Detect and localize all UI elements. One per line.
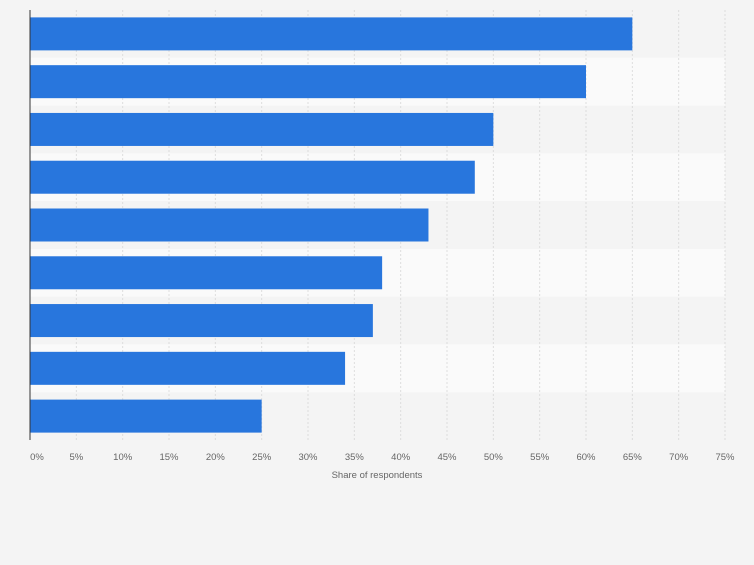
bar[interactable] [30, 304, 373, 338]
x-tick-label: 25% [252, 452, 272, 463]
x-tick-label: 15% [159, 452, 179, 463]
bar[interactable] [30, 208, 429, 242]
x-tick-label: 10% [113, 452, 133, 463]
x-tick-label: 70% [669, 452, 689, 463]
x-tick-label: 50% [484, 452, 504, 463]
x-axis-label: Share of respondents [332, 470, 423, 481]
bar[interactable] [30, 256, 383, 290]
x-tick-label: 30% [298, 452, 318, 463]
x-tick-label: 40% [391, 452, 411, 463]
x-tick-labels: 0% 5% 10% 15% 20% 25% 30% 35% 40% 45% 50% 55% 60% 65%… [30, 452, 735, 463]
x-tick-label: 45% [437, 452, 457, 463]
bars [30, 17, 633, 433]
x-tick-label: 65% [623, 452, 643, 463]
x-tick-label: 75% [715, 452, 735, 463]
x-tick-label: 5% [69, 452, 83, 463]
bar[interactable] [30, 112, 494, 146]
bar[interactable] [30, 160, 475, 194]
bar[interactable] [30, 17, 633, 51]
bar[interactable] [30, 351, 346, 385]
x-tick-label: 35% [345, 452, 365, 463]
bar[interactable] [30, 65, 586, 99]
x-tick-label: 0% [30, 452, 44, 463]
x-tick-label: 20% [206, 452, 226, 463]
bar[interactable] [30, 399, 262, 433]
x-tick-label: 55% [530, 452, 550, 463]
x-tick-label: 60% [576, 452, 596, 463]
